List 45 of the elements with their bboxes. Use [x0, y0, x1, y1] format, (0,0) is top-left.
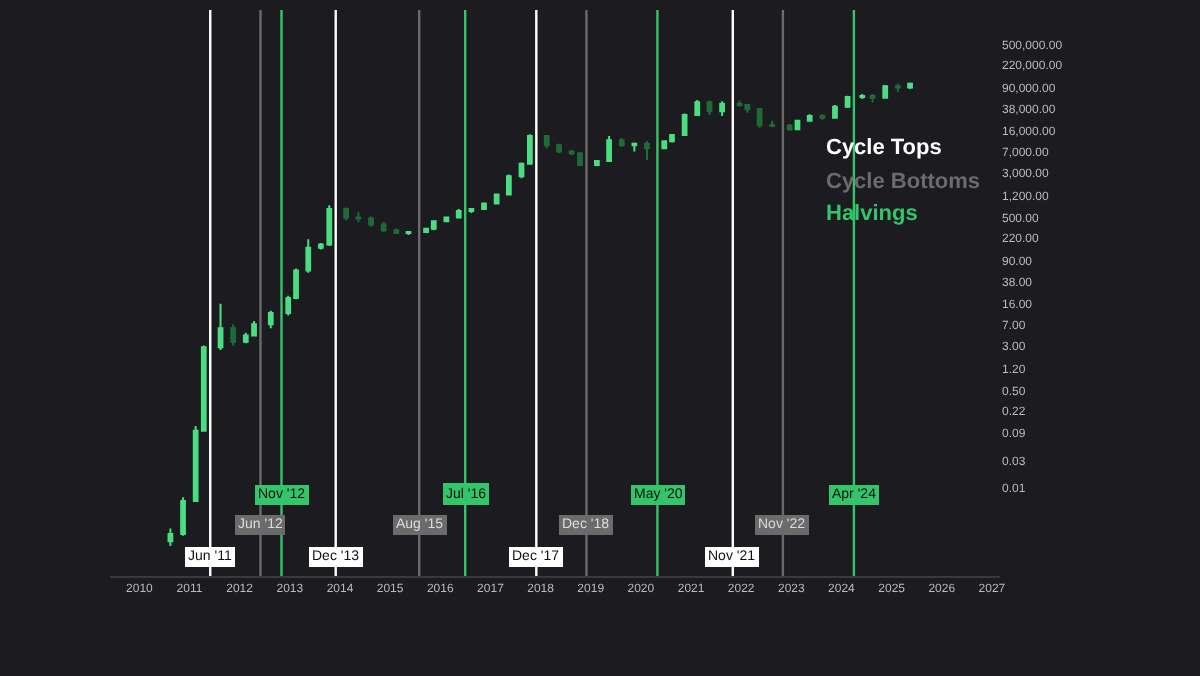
candlestick	[556, 142, 562, 155]
candlestick	[217, 302, 224, 352]
candlestick	[806, 113, 813, 122]
candlestick	[493, 192, 500, 206]
candlestick	[859, 92, 866, 101]
candlestick	[606, 135, 612, 163]
candlestick	[786, 123, 793, 132]
candlestick	[736, 99, 743, 108]
candlestick	[543, 134, 550, 150]
candlestick	[423, 226, 429, 234]
candlestick	[669, 133, 675, 144]
candlestick	[661, 139, 668, 150]
candlestick	[577, 151, 583, 167]
candlestick	[481, 201, 487, 211]
candlestick	[832, 103, 838, 120]
candlestick	[744, 103, 751, 114]
candlestick	[719, 100, 725, 117]
candlestick	[180, 496, 186, 537]
candlestick	[769, 119, 776, 129]
candlestick	[368, 215, 374, 228]
candlestick	[343, 206, 350, 222]
candlestick	[505, 173, 512, 197]
candlestick	[644, 140, 650, 161]
candlestick	[267, 309, 274, 330]
candlestick	[907, 81, 913, 91]
candlestick	[681, 112, 688, 137]
candlestick	[869, 92, 876, 104]
candlestick	[882, 83, 889, 100]
candlestick	[393, 227, 400, 235]
candlestick	[618, 137, 625, 148]
candlestick	[694, 98, 701, 117]
candlestick	[380, 220, 387, 234]
candlestick	[594, 158, 600, 168]
candlestick	[251, 320, 257, 338]
candlestick	[631, 141, 638, 153]
candlestick	[819, 113, 826, 121]
candlestick	[430, 219, 437, 232]
candlestick	[167, 527, 174, 547]
candlestick	[355, 211, 362, 223]
candlestick	[455, 208, 462, 220]
candlestick	[305, 238, 312, 274]
candlestick	[706, 99, 713, 117]
candlestick	[326, 204, 333, 248]
candlestick	[894, 82, 901, 94]
candlestick	[230, 323, 237, 347]
